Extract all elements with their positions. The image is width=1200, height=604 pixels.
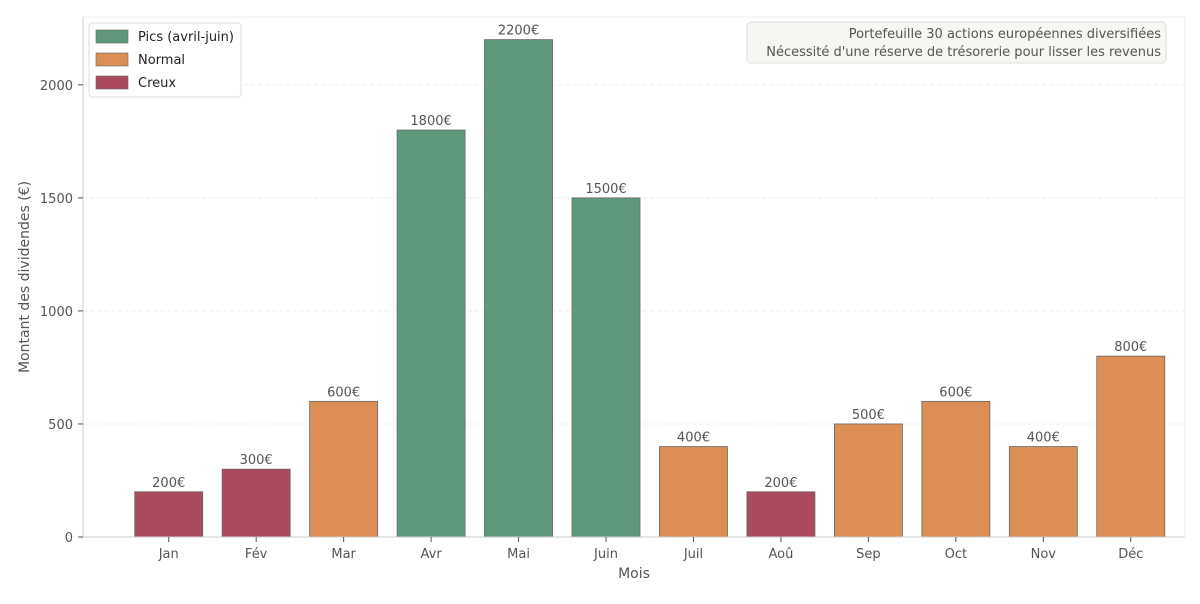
legend-swatch-pics	[95, 29, 129, 44]
x-tick-label: Mai	[507, 547, 530, 562]
bar-value-label: 400€	[1027, 431, 1060, 446]
y-tick-label: 500	[48, 418, 73, 433]
y-axis-title: Montant des dividendes (€)	[17, 181, 33, 373]
legend-label-normal: Normal	[138, 53, 185, 68]
bar-value-label: 1500€	[585, 182, 626, 197]
bars-layer	[134, 39, 1166, 538]
bar-value-label: 1800€	[410, 114, 451, 129]
x-tick-label: Aoû	[769, 547, 794, 562]
x-tick-label: Avr	[421, 547, 443, 562]
x-tick-label: Sep	[856, 547, 881, 562]
bar-value-label: 600€	[939, 385, 972, 400]
legend-label-creux: Creux	[138, 76, 176, 91]
bar-creux	[134, 491, 204, 538]
annotation-box: Portefeuille 30 actions européennes dive…	[746, 21, 1167, 64]
legend-swatch-normal	[95, 52, 129, 67]
bar-value-label: 800€	[1114, 340, 1147, 355]
y-tick-label: 0	[65, 531, 73, 546]
value-labels-layer: 200€ 300€ 600€ 1800€ 2200€ 1500€ 400€ 200€ 500€ 6…	[152, 24, 1147, 491]
annotation-line-1: Portefeuille 30 actions européennes dive…	[849, 27, 1161, 42]
bar-value-label: 500€	[852, 408, 885, 423]
bar-normal	[659, 446, 728, 538]
bar-creux	[221, 468, 291, 538]
legend: Pics (avril-juin) Normal Creux	[88, 22, 242, 98]
y-tick-label: 1500	[40, 192, 73, 207]
bar-normal	[1008, 446, 1078, 538]
grid-layer	[83, 84, 1185, 425]
bar-value-label: 400€	[677, 431, 710, 446]
x-tick-label: Fév	[245, 547, 268, 562]
x-tick-label: Déc	[1118, 547, 1143, 562]
bar-normal	[921, 400, 991, 538]
bar-normal	[309, 400, 379, 538]
x-tick-label: Mar	[331, 547, 356, 562]
x-tick-label: Juin	[593, 547, 618, 562]
y-tick-label: 2000	[40, 79, 73, 94]
x-axis-title: Mois	[618, 566, 650, 582]
annotation-background	[746, 21, 1167, 64]
bar-creux	[746, 491, 816, 538]
ticks-layer: 0 500 1000 1500 2000 Jan Fév Mar Avr Mai Juin Juil A…	[40, 79, 1143, 562]
x-tick-label: Jan	[158, 547, 179, 562]
bar-value-label: 200€	[152, 476, 185, 491]
x-tick-label: Oct	[945, 547, 967, 562]
x-tick-label: Nov	[1031, 547, 1057, 562]
legend-swatch-creux	[95, 75, 129, 90]
bar-normal	[1096, 355, 1166, 538]
annotation-line-2: Nécessité d'une réserve de trésorerie po…	[766, 45, 1161, 60]
bar-normal	[833, 423, 903, 538]
legend-label-pics: Pics (avril-juin)	[138, 30, 234, 45]
axes-layer	[82, 16, 1186, 538]
bar-value-label: 2200€	[498, 24, 539, 39]
bar-pics	[484, 39, 553, 538]
bar-pics	[571, 197, 641, 538]
y-tick-label: 1000	[40, 305, 73, 320]
bar-value-label: 200€	[764, 476, 797, 491]
bar-value-label: 600€	[327, 385, 360, 400]
bar-pics	[396, 129, 466, 538]
bar-value-label: 300€	[240, 453, 273, 468]
x-tick-label: Juil	[683, 547, 703, 562]
